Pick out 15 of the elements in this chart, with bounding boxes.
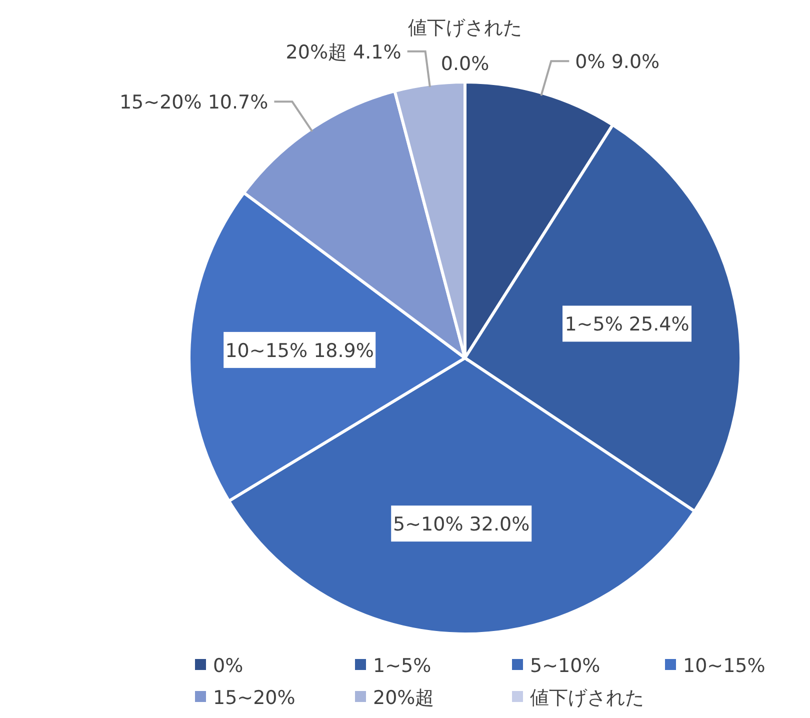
- legend-label: 15~20%: [213, 687, 296, 709]
- text: 0.0%: [440, 53, 490, 75]
- category-label: 15~20% 10.7%: [119, 92, 268, 114]
- legend-label: 10~15%: [683, 655, 766, 677]
- category-label: 20%超 4.1%: [286, 41, 402, 64]
- legend-label: 20%超: [373, 687, 434, 709]
- legend-label: 1~5%: [373, 655, 432, 677]
- legend-label: 値下げされた: [530, 687, 644, 709]
- category-label: 10~15% 18.9%: [225, 340, 374, 362]
- legend-label: 5~10%: [530, 655, 600, 677]
- category-label: 値下げされた: [408, 17, 522, 39]
- legend-label: 0%: [213, 655, 244, 677]
- category-label: 1~5% 25.4%: [564, 314, 690, 336]
- category-label: 0% 9.0%: [575, 51, 660, 74]
- category-label: 5~10% 32.0%: [393, 514, 530, 536]
